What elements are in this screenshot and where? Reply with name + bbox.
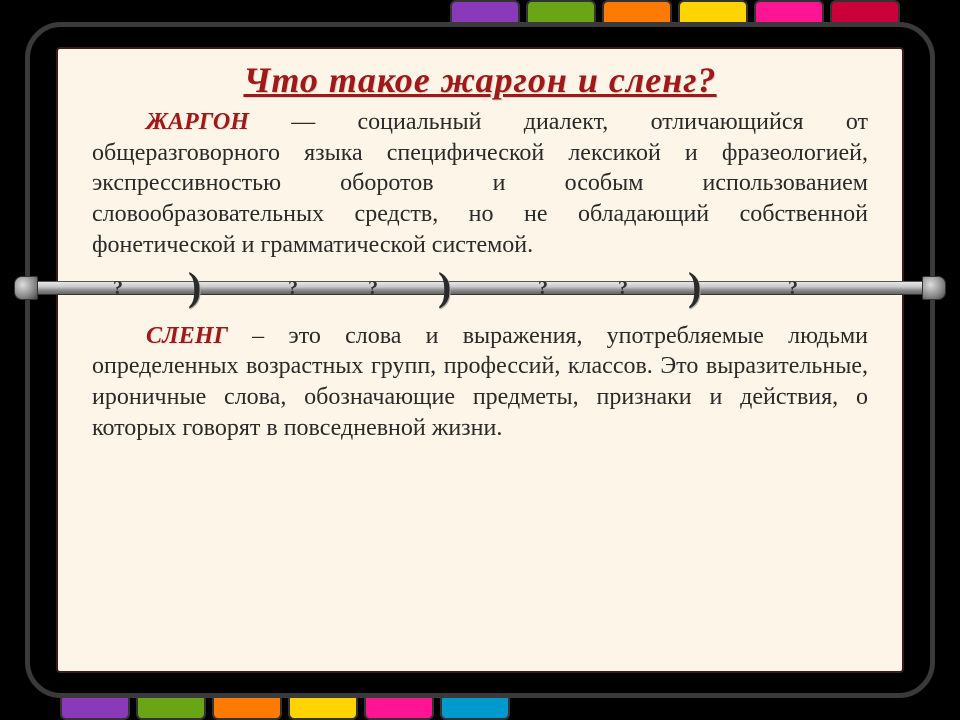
question-mark-icon: ? bbox=[618, 277, 628, 300]
question-mark-icon: ? bbox=[288, 277, 298, 300]
question-mark-icon: ? bbox=[113, 277, 123, 300]
crescent-icon: ) bbox=[438, 269, 474, 305]
rod-bar bbox=[16, 281, 944, 295]
term-jargon: ЖАРГОН bbox=[146, 109, 249, 135]
term-slang: СЛЕНГ bbox=[146, 323, 228, 349]
question-mark-icon: ? bbox=[538, 277, 548, 300]
definition-slang: СЛЕНГ – это слова и выражения, употребля… bbox=[58, 309, 902, 450]
crescent-icon: ) bbox=[688, 269, 724, 305]
question-mark-icon: ? bbox=[368, 277, 378, 300]
question-mark-icon: ? bbox=[788, 277, 798, 300]
rod-cap-right bbox=[922, 276, 946, 300]
slide-content: Что такое жаргон и сленг? ЖАРГОН — социа… bbox=[56, 47, 904, 673]
rod-cap-left bbox=[14, 276, 38, 300]
definition-jargon: ЖАРГОН — социальный диалект, отличающийс… bbox=[58, 105, 902, 267]
separator-rod: )))?????? bbox=[58, 273, 902, 303]
crescent-icon: ) bbox=[188, 269, 224, 305]
slide-title: Что такое жаргон и сленг? bbox=[58, 49, 902, 105]
slide-frame: Что такое жаргон и сленг? ЖАРГОН — социа… bbox=[25, 22, 935, 698]
